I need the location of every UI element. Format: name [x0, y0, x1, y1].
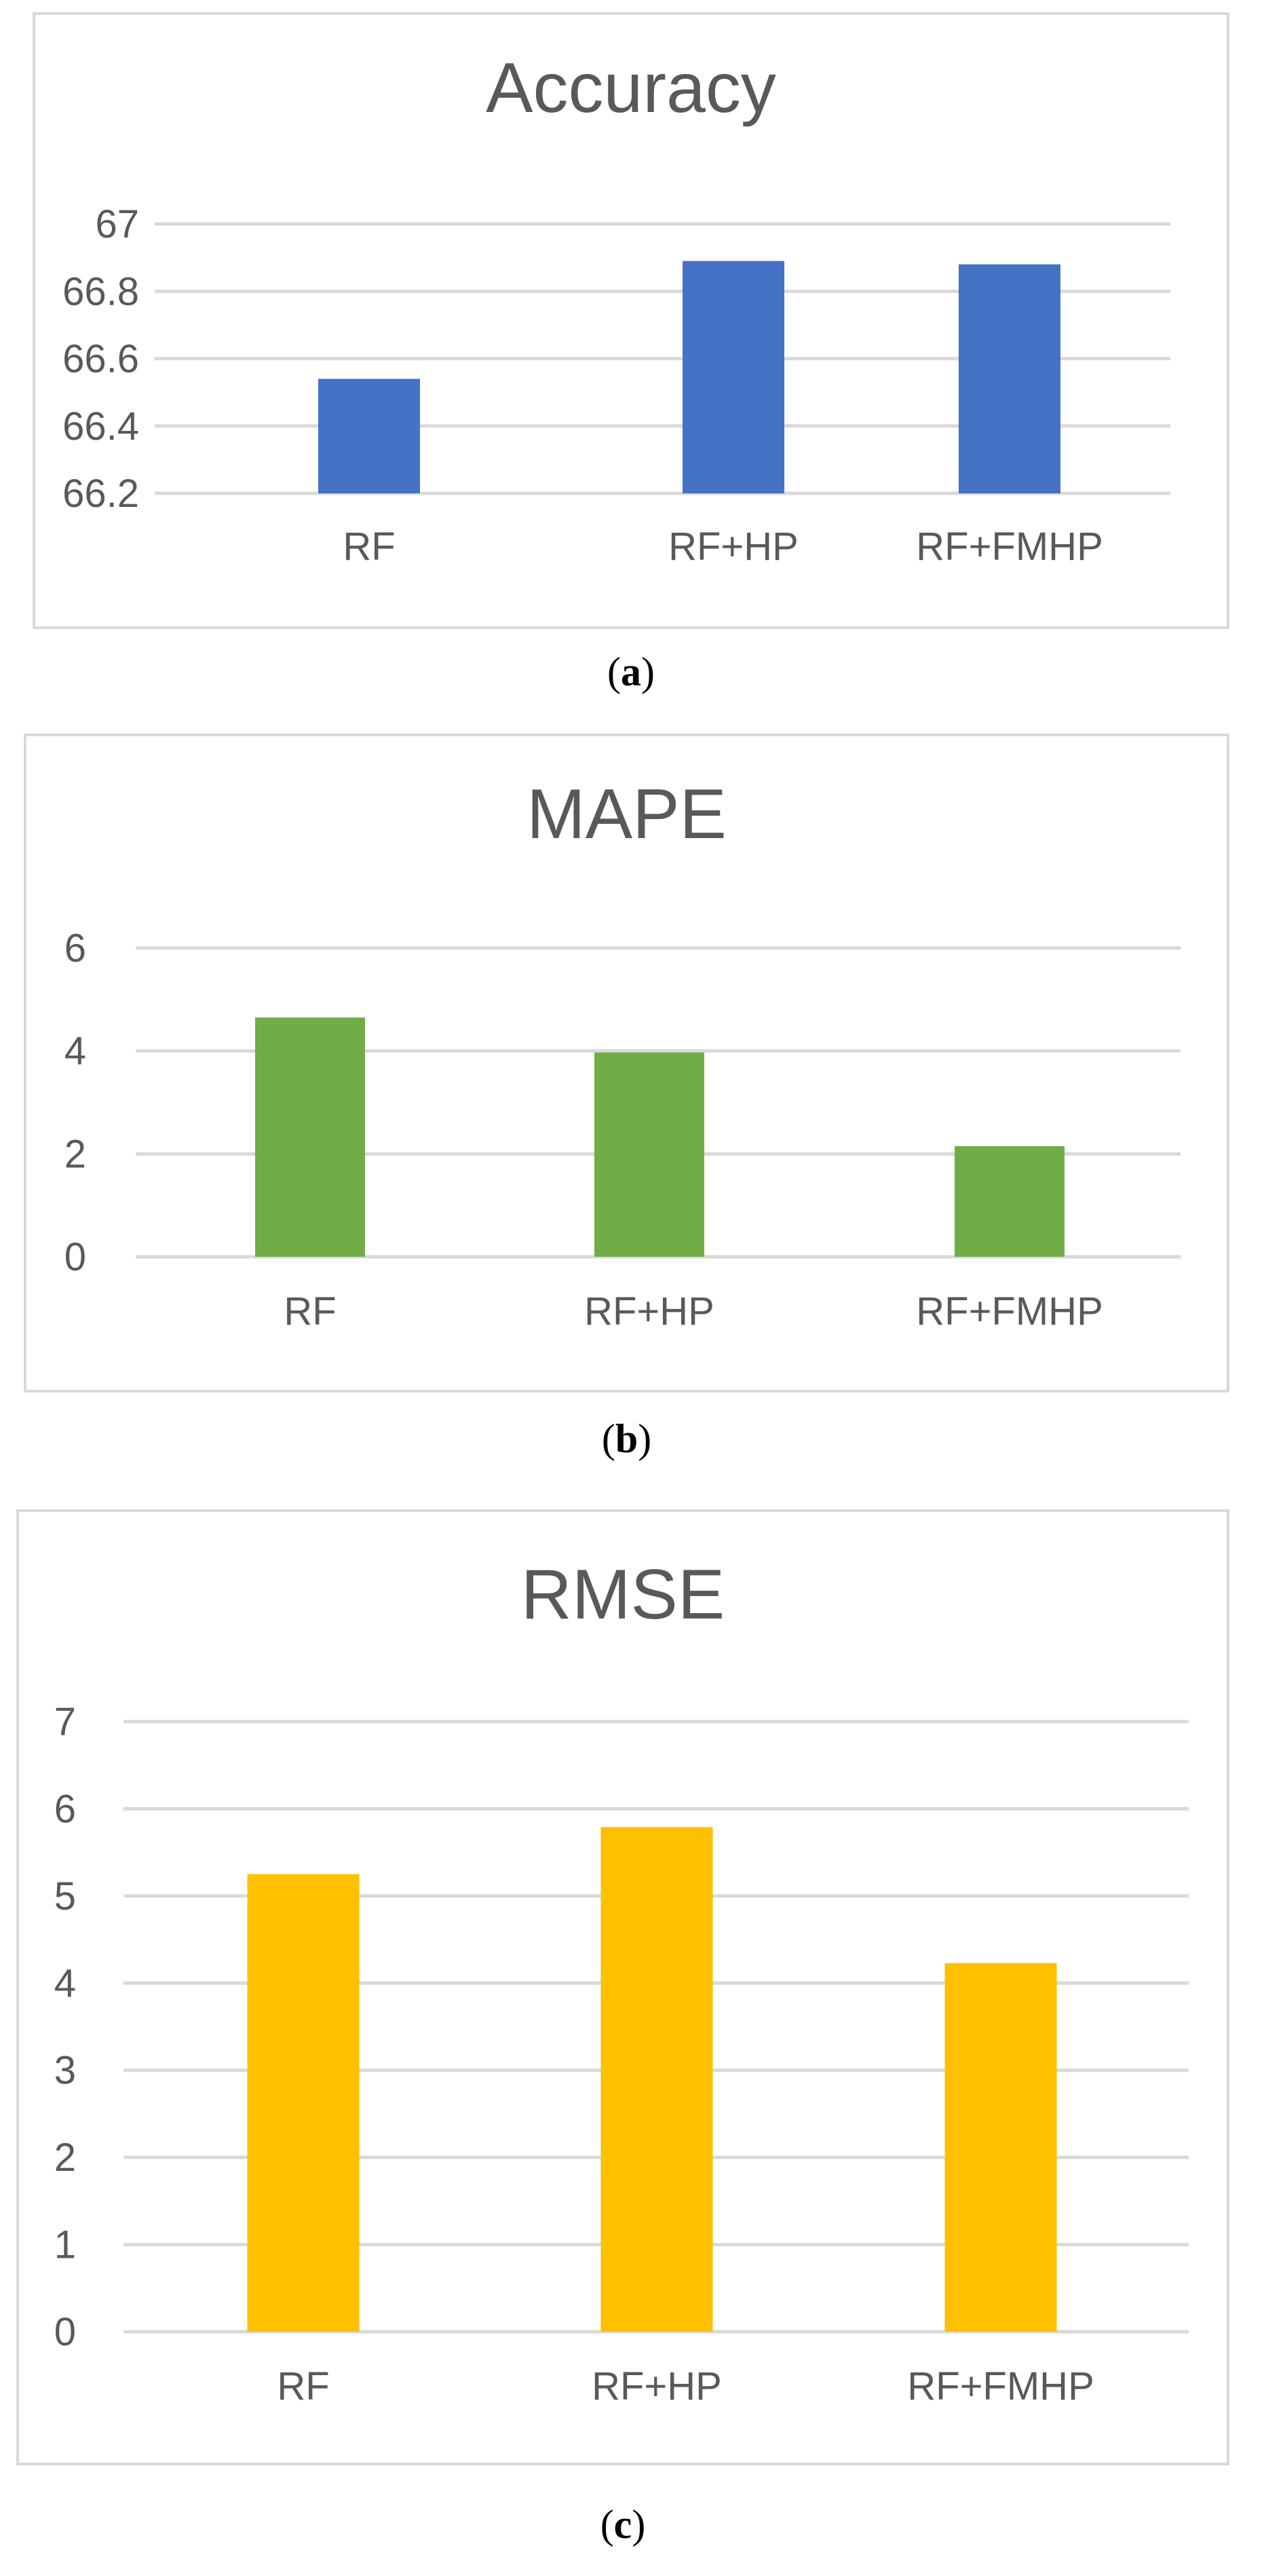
bar-rf-hp — [594, 1052, 704, 1257]
x-tick-label: RF+HP — [668, 525, 799, 569]
x-tick-label: RF+FMHP — [916, 525, 1103, 569]
x-tick-label: RF — [343, 525, 395, 569]
x-tick-label: RF+HP — [592, 2364, 722, 2408]
y-tick-label: 66.4 — [62, 404, 139, 449]
chart-title: Accuracy — [486, 49, 776, 128]
y-tick-label: 66.2 — [62, 472, 139, 516]
y-tick-label: 6 — [54, 1787, 76, 1831]
y-tick-label: 4 — [54, 1961, 76, 2005]
y-tick-label: 1 — [54, 2223, 76, 2267]
y-tick-label: 2 — [54, 2136, 76, 2180]
y-tick-label: 66.8 — [62, 269, 139, 314]
chart-panel-a: Accuracy 67 66.8 66.6 66.4 66.2 RF RF+HP RF+FMHP — [33, 12, 1229, 629]
bar-rf — [247, 1874, 360, 2332]
y-tick-label: 67 — [95, 202, 139, 246]
chart-panel-c: RMSE 7 6 5 4 3 2 1 0 RF RF+HP RF+FMHP — [16, 1509, 1229, 2465]
y-tick-label: 7 — [54, 1700, 76, 1744]
bar-rf — [255, 1017, 365, 1257]
y-tick-label: 0 — [54, 2310, 76, 2354]
chart-title: MAPE — [526, 775, 727, 854]
panel-caption: (a) — [607, 649, 655, 694]
x-tick-label: RF — [277, 2364, 329, 2408]
y-tick-label: 0 — [64, 1235, 86, 1279]
x-tick-label: RF+HP — [584, 1289, 714, 1333]
bar-rf-fmhp — [944, 1963, 1057, 2332]
x-tick-label: RF+FMHP — [907, 2364, 1094, 2408]
chart-title: RMSE — [521, 1555, 725, 1634]
y-tick-label: 2 — [64, 1132, 86, 1176]
bar-rf-hp — [683, 261, 784, 493]
y-tick-label: 3 — [54, 2049, 76, 2093]
x-tick-label: RF+FMHP — [916, 1289, 1103, 1333]
panel-caption: (b) — [602, 1416, 651, 1461]
bar-rf-hp — [600, 1827, 713, 2332]
bar-rf-fmhp — [959, 264, 1060, 493]
y-tick-label: 4 — [64, 1029, 86, 1074]
chart-panel-b: MAPE 6 4 2 0 RF RF+HP RF+FMHP — [24, 734, 1229, 1393]
y-tick-label: 66.6 — [62, 337, 139, 381]
bar-rf-fmhp — [955, 1145, 1065, 1257]
panel-caption: (c) — [600, 2502, 646, 2547]
y-tick-label: 6 — [64, 926, 86, 970]
x-tick-label: RF — [284, 1289, 336, 1333]
bar-rf — [318, 379, 420, 493]
y-tick-label: 5 — [54, 1874, 76, 1918]
